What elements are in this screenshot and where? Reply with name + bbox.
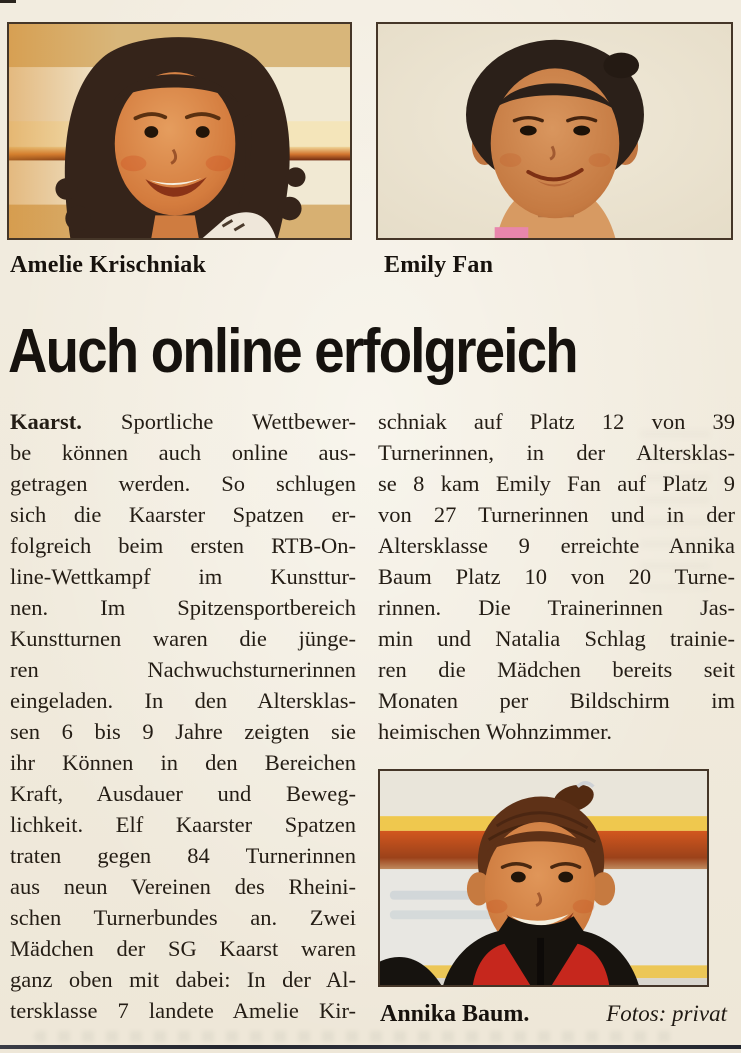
body-text-line: ganz oben mit dabei: In der Al- bbox=[10, 967, 356, 992]
body-text-line: aus neun Vereinen des Rheini- bbox=[10, 874, 356, 899]
body-text-line: heimischen Wohnzimmer. bbox=[378, 719, 612, 744]
body-text-line: schen Turnerbundes an. Zwei bbox=[10, 905, 356, 930]
child-portrait bbox=[380, 781, 639, 985]
body-text-line: be können auch online aus- bbox=[10, 440, 356, 465]
body-text-line: Mädchen der SG Kaarst waren bbox=[10, 936, 356, 961]
body-text-line: nen. Im Spitzensportbereich bbox=[10, 595, 356, 620]
body-text-line: sen 6 bis 9 Jahre zeigten sie bbox=[10, 719, 356, 744]
scan-edge-artifact bbox=[0, 0, 16, 3]
photo-caption-emily: Emily Fan bbox=[384, 252, 494, 278]
body-text-line: getragen werden. So schlugen bbox=[10, 471, 356, 496]
body-text-line: Baum Platz 10 von 20 Turne- bbox=[378, 564, 735, 589]
girl-portrait bbox=[55, 37, 306, 238]
body-text-line: schniak auf Platz 12 von 39 bbox=[378, 409, 735, 434]
body-text-line: traten gegen 84 Turnerinnen bbox=[10, 843, 356, 868]
column-divider-rule bbox=[0, 1045, 741, 1049]
body-text-line: ren Nachwuchsturnerinnen bbox=[10, 657, 356, 682]
annika-portrait-illustration bbox=[380, 771, 707, 985]
body-text-line: Turnerinnen, in der Altersklas- bbox=[378, 440, 735, 465]
body-text-line: min und Natalia Schlag trainie- bbox=[378, 626, 735, 651]
body-text-right: schniak auf Platz 12 von 39 Turnerinnen, … bbox=[378, 406, 735, 747]
body-line-lead: Kaarst. Sportliche Wettbewer- bbox=[10, 406, 356, 437]
photo-credit: Fotos: privat bbox=[606, 1001, 727, 1026]
body-text-line: Altersklasse 9 erreichte Annika bbox=[378, 533, 735, 558]
girl-portrait bbox=[466, 39, 644, 238]
emily-portrait-illustration bbox=[378, 24, 731, 238]
body-text-left: be können auch online aus-getragen werde… bbox=[10, 437, 356, 1026]
amelie-portrait-illustration bbox=[9, 24, 350, 238]
article-column-right: schniak auf Platz 12 von 39 Turnerinnen, … bbox=[378, 406, 735, 747]
body-text-line: ren die Mädchen bereits seit bbox=[378, 657, 735, 682]
body-text-line: Monaten per Bildschirm im bbox=[378, 688, 735, 713]
photo-caption-annika: Annika Baum. bbox=[380, 1001, 530, 1027]
body-text-line: sich die Kaarster Spatzen er- bbox=[10, 502, 356, 527]
body-text-line: folgreich beim ersten RTB-On- bbox=[10, 533, 356, 558]
print-bleedthrough-smudge bbox=[640, 430, 710, 590]
photo-emily bbox=[376, 22, 733, 240]
photo-annika bbox=[378, 769, 709, 987]
body-text-line: tersklasse 7 landete Amelie Kir- bbox=[10, 998, 356, 1023]
photo-amelie bbox=[7, 22, 352, 240]
body-text-line: line-Wettkampf im Kunsttur- bbox=[10, 564, 356, 589]
print-bleedthrough-smudge bbox=[34, 1031, 674, 1042]
photo-caption-amelie: Amelie Krischniak bbox=[10, 252, 207, 278]
body-text-line: lichkeit. Elf Kaarster Spatzen bbox=[10, 812, 356, 837]
article-headline: Auch online erfolgreich bbox=[8, 317, 579, 386]
dateline-label: Kaarst. bbox=[10, 409, 82, 434]
body-text-line: se 8 kam Emily Fan auf Platz 9 bbox=[378, 471, 735, 496]
lead-text: Sportliche Wettbewer- bbox=[81, 409, 356, 434]
body-text-line: eingeladen. In den Altersklas- bbox=[10, 688, 356, 713]
body-text-line: Kraft, Ausdauer und Beweg- bbox=[10, 781, 356, 806]
body-text-line: von 27 Turnerinnen und in der bbox=[378, 502, 735, 527]
body-text-line: Kunstturnen waren die jünge- bbox=[10, 626, 356, 651]
body-text-line: ihr Können in den Bereichen bbox=[10, 750, 356, 775]
photo-caption-annika-row: Annika Baum. Fotos: privat bbox=[380, 1001, 727, 1028]
article-column-left: Kaarst. Sportliche Wettbewer- be können … bbox=[10, 406, 356, 1026]
body-text-line: rinnen. Die Trainerinnen Jas- bbox=[378, 595, 735, 620]
